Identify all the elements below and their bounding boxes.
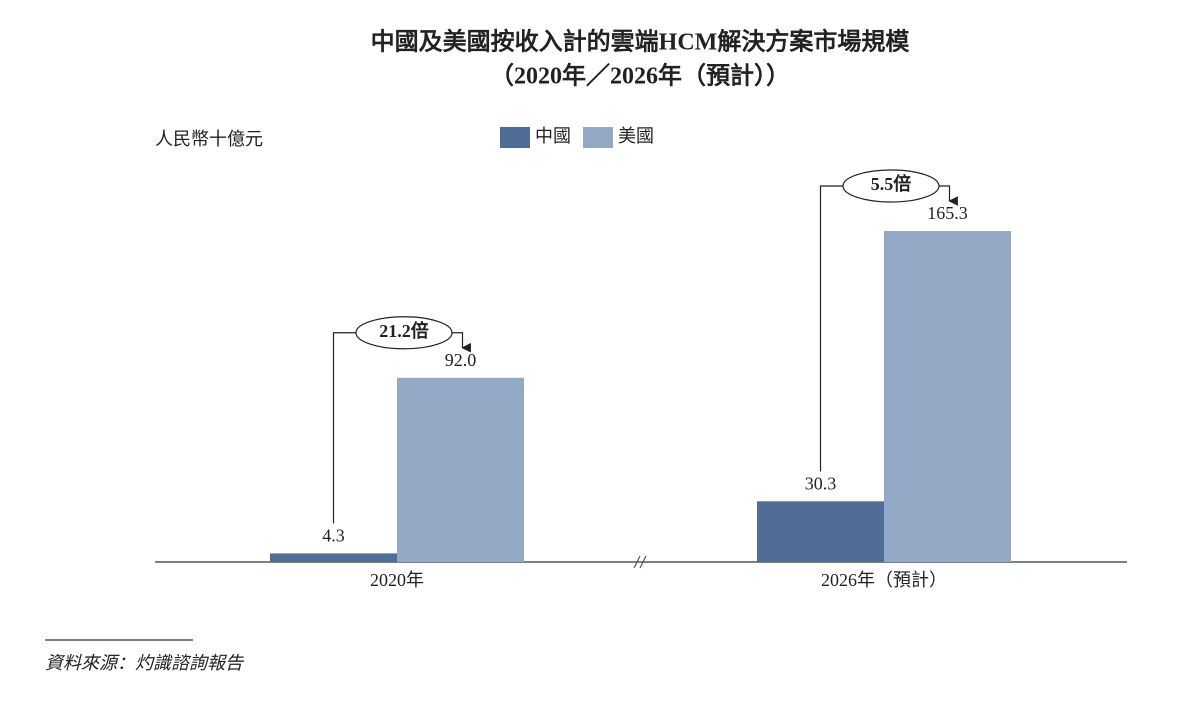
value-label: 92.0: [445, 350, 477, 370]
source: 資料來源：灼識諮詢報告: [45, 653, 245, 673]
bar: [884, 231, 1011, 562]
legend-swatch: [500, 127, 530, 148]
chart-title: 中國及美國按收入計的雲端HCM解決方案市場規模: [371, 28, 911, 56]
x-tick-label: 2020年: [370, 570, 424, 590]
bar: [397, 377, 524, 562]
bar: [757, 501, 884, 562]
y-unit-label: 人民幣十億元: [155, 129, 263, 149]
chart-subtitle: （2020年／2026年（預計））: [490, 62, 790, 90]
legend-label: 中國: [535, 126, 571, 146]
x-tick-label: 2026年（預計）: [821, 570, 947, 590]
legend-swatch: [583, 127, 613, 148]
annotation-bubble: [355, 316, 453, 350]
annotation-bubble: [842, 169, 940, 203]
legend-label: 美國: [618, 126, 654, 146]
value-label: 165.3: [927, 203, 968, 223]
annotation: 5.5倍: [871, 173, 912, 194]
axis-break: [639, 555, 647, 569]
value-label: 4.3: [322, 526, 345, 546]
bar: [270, 553, 397, 562]
axis-break: [633, 555, 641, 569]
annotation: 21.2倍: [379, 320, 429, 341]
value-label: 30.3: [805, 473, 837, 493]
